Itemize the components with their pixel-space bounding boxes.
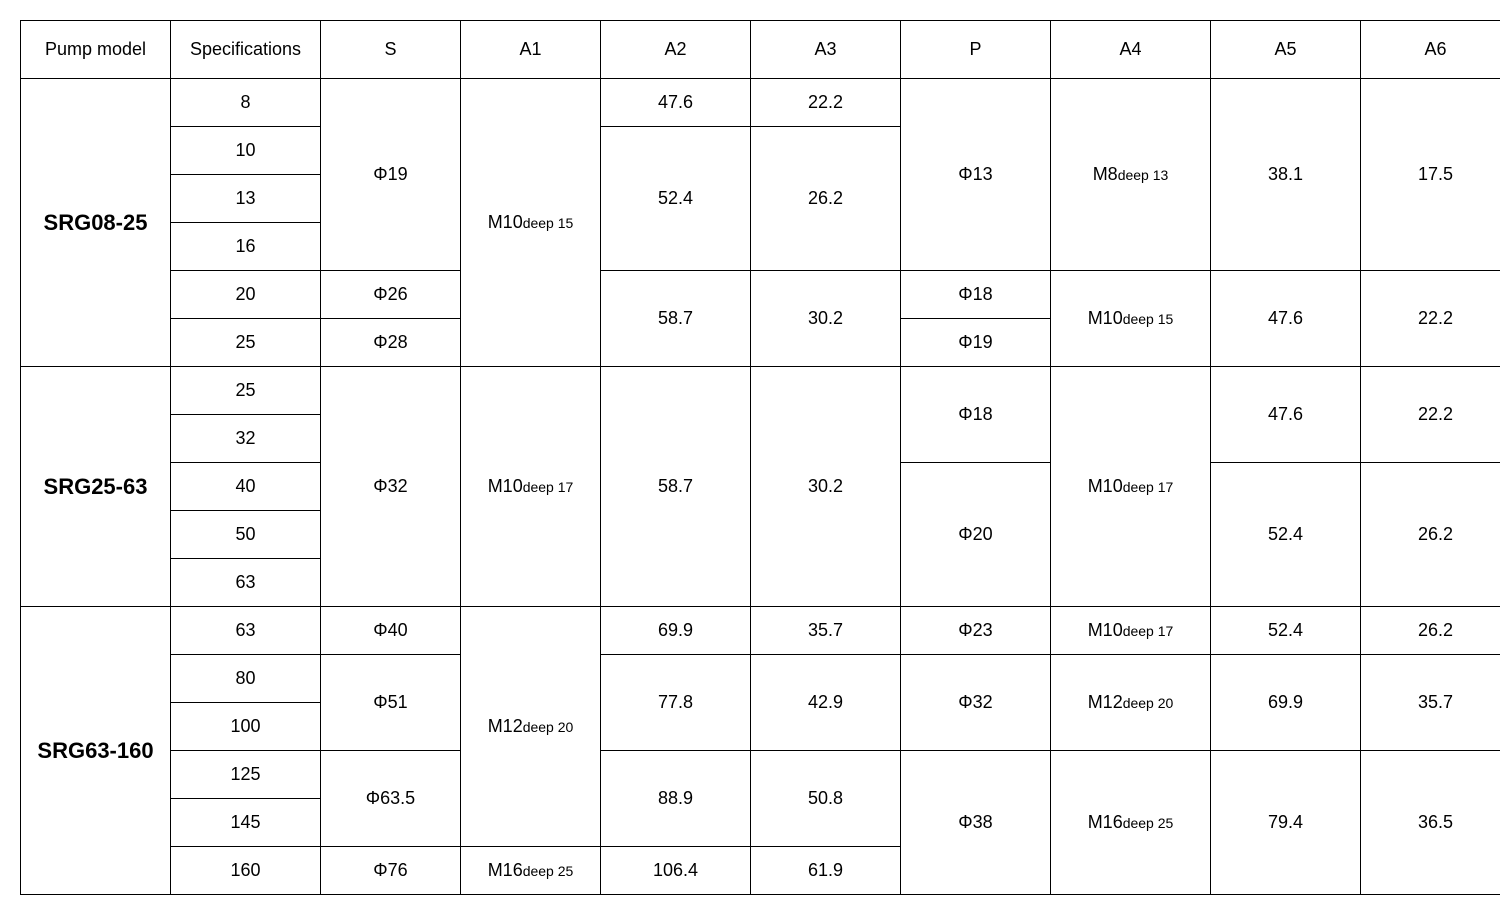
col-p: P [901, 21, 1051, 79]
spec-cell: 16 [171, 223, 321, 271]
model-cell: SRG63-160 [21, 607, 171, 895]
a2-cell: 52.4 [601, 127, 751, 271]
a1-cell: M10deep 17 [461, 367, 601, 607]
a6-cell: 35.7 [1361, 655, 1500, 751]
a4-cell: M10deep 15 [1051, 271, 1211, 367]
spec-cell: 80 [171, 655, 321, 703]
p-cell: Φ20 [901, 463, 1051, 607]
col-specifications: Specifications [171, 21, 321, 79]
a4-cell: M10deep 17 [1051, 607, 1211, 655]
col-pump-model: Pump model [21, 21, 171, 79]
a3-cell: 26.2 [751, 127, 901, 271]
spec-cell: 20 [171, 271, 321, 319]
a5-cell: 47.6 [1211, 367, 1361, 463]
a2-cell: 106.4 [601, 847, 751, 895]
p-cell: Φ13 [901, 79, 1051, 271]
col-s: S [321, 21, 461, 79]
s-cell: Φ40 [321, 607, 461, 655]
spec-cell: 145 [171, 799, 321, 847]
s-cell: Φ76 [321, 847, 461, 895]
a3-cell: 50.8 [751, 751, 901, 847]
a4-cell: M8deep 13 [1051, 79, 1211, 271]
a6-cell: 17.5 [1361, 79, 1500, 271]
table-row: SRG63-160 63 Φ40 M12deep 20 69.9 35.7 Φ2… [21, 607, 1500, 655]
a4-cell: M16deep 25 [1051, 751, 1211, 895]
col-a4: A4 [1051, 21, 1211, 79]
table-row: 80 Φ51 77.8 42.9 Φ32 M12deep 20 69.9 35.… [21, 655, 1500, 703]
a2-cell: 58.7 [601, 271, 751, 367]
col-a1: A1 [461, 21, 601, 79]
table-row: SRG08-25 8 Φ19 M10deep 15 47.6 22.2 Φ13 … [21, 79, 1500, 127]
spec-cell: 50 [171, 511, 321, 559]
spec-cell: 63 [171, 559, 321, 607]
spec-cell: 32 [171, 415, 321, 463]
model-cell: SRG08-25 [21, 79, 171, 367]
a3-cell: 30.2 [751, 271, 901, 367]
a2-cell: 69.9 [601, 607, 751, 655]
spec-cell: 63 [171, 607, 321, 655]
a1-cell: M16deep 25 [461, 847, 601, 895]
a6-cell: 26.2 [1361, 463, 1500, 607]
a3-cell: 30.2 [751, 367, 901, 607]
p-cell: Φ19 [901, 319, 1051, 367]
p-cell: Φ18 [901, 271, 1051, 319]
s-cell: Φ28 [321, 319, 461, 367]
p-cell: Φ18 [901, 367, 1051, 463]
a5-cell: 79.4 [1211, 751, 1361, 895]
a4-cell: M10deep 17 [1051, 367, 1211, 607]
col-a3: A3 [751, 21, 901, 79]
a5-cell: 52.4 [1211, 463, 1361, 607]
spec-cell: 8 [171, 79, 321, 127]
s-cell: Φ26 [321, 271, 461, 319]
pump-spec-table: Pump model Specifications S A1 A2 A3 P A… [20, 20, 1500, 895]
col-a6: A6 [1361, 21, 1500, 79]
a5-cell: 38.1 [1211, 79, 1361, 271]
a6-cell: 22.2 [1361, 271, 1500, 367]
p-cell: Φ23 [901, 607, 1051, 655]
a6-cell: 36.5 [1361, 751, 1500, 895]
spec-cell: 40 [171, 463, 321, 511]
a3-cell: 35.7 [751, 607, 901, 655]
a3-cell: 61.9 [751, 847, 901, 895]
a3-cell: 22.2 [751, 79, 901, 127]
spec-cell: 25 [171, 367, 321, 415]
s-cell: Φ32 [321, 367, 461, 607]
p-cell: Φ38 [901, 751, 1051, 895]
spec-cell: 160 [171, 847, 321, 895]
a5-cell: 47.6 [1211, 271, 1361, 367]
a4-cell: M12deep 20 [1051, 655, 1211, 751]
table-row: 125 Φ63.5 88.9 50.8 Φ38 M16deep 25 79.4 … [21, 751, 1500, 799]
a1-cell: M10deep 15 [461, 79, 601, 367]
spec-cell: 100 [171, 703, 321, 751]
col-a2: A2 [601, 21, 751, 79]
a2-cell: 88.9 [601, 751, 751, 847]
a3-cell: 42.9 [751, 655, 901, 751]
s-cell: Φ51 [321, 655, 461, 751]
a2-cell: 77.8 [601, 655, 751, 751]
spec-cell: 125 [171, 751, 321, 799]
a5-cell: 52.4 [1211, 607, 1361, 655]
a6-cell: 22.2 [1361, 367, 1500, 463]
a6-cell: 26.2 [1361, 607, 1500, 655]
spec-cell: 13 [171, 175, 321, 223]
a5-cell: 69.9 [1211, 655, 1361, 751]
a2-cell: 47.6 [601, 79, 751, 127]
a1-cell: M12deep 20 [461, 607, 601, 847]
spec-cell: 10 [171, 127, 321, 175]
col-a5: A5 [1211, 21, 1361, 79]
p-cell: Φ32 [901, 655, 1051, 751]
spec-cell: 25 [171, 319, 321, 367]
table-row: SRG25-63 25 Φ32 M10deep 17 58.7 30.2 Φ18… [21, 367, 1500, 415]
s-cell: Φ63.5 [321, 751, 461, 847]
s-cell: Φ19 [321, 79, 461, 271]
table-row: 20 Φ26 58.7 30.2 Φ18 M10deep 15 47.6 22.… [21, 271, 1500, 319]
header-row: Pump model Specifications S A1 A2 A3 P A… [21, 21, 1500, 79]
a2-cell: 58.7 [601, 367, 751, 607]
model-cell: SRG25-63 [21, 367, 171, 607]
